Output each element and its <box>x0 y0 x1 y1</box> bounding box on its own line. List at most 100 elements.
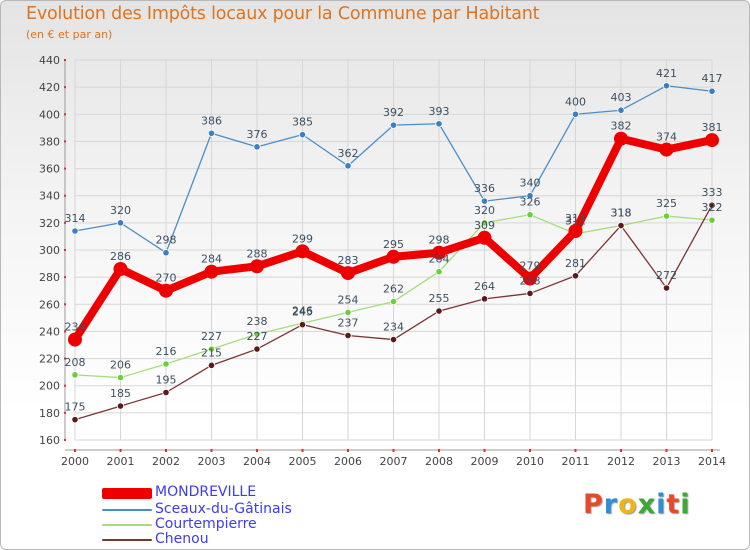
data-point <box>162 388 170 397</box>
data-label: 284 <box>429 253 450 266</box>
data-label: 234 <box>383 321 404 334</box>
data-label: 284 <box>201 253 222 266</box>
data-label: 281 <box>565 257 586 270</box>
data-point <box>435 120 443 128</box>
x-tick-mark <box>620 449 622 452</box>
data-point <box>708 87 716 95</box>
y-tick-mark <box>64 357 66 360</box>
data-point <box>207 361 216 369</box>
data-label: 268 <box>520 274 541 287</box>
data-point <box>116 373 125 382</box>
y-tick-label: 340 <box>39 190 60 203</box>
x-tick-mark <box>483 449 486 452</box>
data-point <box>708 216 716 224</box>
data-label: 245 <box>292 306 313 319</box>
data-point <box>68 332 82 347</box>
data-point <box>253 345 261 353</box>
x-tick-label: 2002 <box>152 455 180 468</box>
y-tick-label: 260 <box>39 298 60 311</box>
data-label: 264 <box>474 280 495 293</box>
data-label: 376 <box>247 128 268 141</box>
y-tick-mark <box>64 221 66 224</box>
y-tick-label: 240 <box>39 325 60 338</box>
y-tick-label: 160 <box>39 434 60 447</box>
data-label: 295 <box>383 238 404 251</box>
y-tick-label: 280 <box>39 271 60 284</box>
y-tick-label: 200 <box>39 380 60 393</box>
data-point <box>116 402 125 410</box>
logo-letter: i <box>656 489 667 520</box>
x-tick-label: 2014 <box>698 455 726 468</box>
x-tick-label: 2004 <box>243 455 271 468</box>
data-point <box>71 227 79 235</box>
y-tick-label: 420 <box>39 81 60 94</box>
data-label: 382 <box>611 120 632 133</box>
x-tick-label: 2011 <box>562 455 590 468</box>
data-point <box>389 297 398 306</box>
data-label: 216 <box>156 345 177 358</box>
data-point <box>162 360 170 368</box>
data-point <box>389 335 398 344</box>
logo-letter: t <box>666 489 681 520</box>
data-point <box>159 283 173 298</box>
data-label: 298 <box>429 234 450 247</box>
data-label: 262 <box>383 283 404 296</box>
data-point <box>662 212 671 220</box>
x-tick-mark <box>347 449 349 452</box>
data-label: 237 <box>338 317 359 330</box>
data-point <box>659 142 674 157</box>
data-label: 255 <box>429 292 450 305</box>
data-point <box>341 266 355 281</box>
data-point <box>113 262 128 276</box>
data-point <box>568 224 583 238</box>
logo-letter: P <box>583 489 604 520</box>
data-label: 314 <box>565 212 586 225</box>
data-label: 299 <box>292 232 313 245</box>
y-tick-mark <box>64 86 66 89</box>
data-label: 238 <box>247 315 268 328</box>
x-tick-label: 2012 <box>607 455 635 468</box>
data-label: 175 <box>65 401 86 414</box>
data-label: 246 <box>292 304 313 317</box>
data-label: 326 <box>520 196 541 209</box>
data-point <box>250 259 264 274</box>
x-tick-label: 2003 <box>198 455 226 468</box>
logo-letter: o <box>618 489 638 520</box>
y-tick-mark <box>64 59 66 61</box>
logo-letter: i <box>680 489 691 520</box>
data-label: 270 <box>156 272 177 285</box>
data-point <box>526 192 534 200</box>
data-label: 400 <box>565 95 586 108</box>
data-point <box>344 162 352 170</box>
y-tick-mark <box>64 167 66 170</box>
legend-label: Sceaux-du-Gâtinais <box>155 501 292 517</box>
data-point <box>480 219 489 227</box>
data-label: 340 <box>520 177 541 190</box>
data-label: 195 <box>156 374 177 387</box>
data-label: 312 <box>565 215 586 228</box>
chart-subtitle: (en € et par an) <box>26 28 113 41</box>
data-point <box>523 271 537 286</box>
legend-label: MONDREVILLE <box>155 484 257 500</box>
data-point <box>253 143 261 151</box>
data-label: 393 <box>429 105 450 118</box>
x-tick-mark <box>256 449 258 452</box>
data-label: 320 <box>474 204 495 217</box>
data-point <box>204 264 219 279</box>
data-point <box>662 284 671 292</box>
data-label: 309 <box>474 219 495 232</box>
data-point <box>617 221 625 230</box>
data-point <box>207 345 216 353</box>
x-tick-mark <box>529 449 531 452</box>
data-point <box>432 245 446 260</box>
y-tick-label: 300 <box>39 244 60 257</box>
x-tick-mark <box>74 449 76 452</box>
data-label: 254 <box>338 293 359 306</box>
x-tick-mark <box>665 449 668 452</box>
data-label: 234 <box>65 321 86 334</box>
data-label: 298 <box>156 234 177 247</box>
data-point <box>71 416 79 424</box>
data-label: 314 <box>65 212 86 225</box>
x-tick-label: 2006 <box>334 455 362 468</box>
data-label: 227 <box>247 330 268 343</box>
